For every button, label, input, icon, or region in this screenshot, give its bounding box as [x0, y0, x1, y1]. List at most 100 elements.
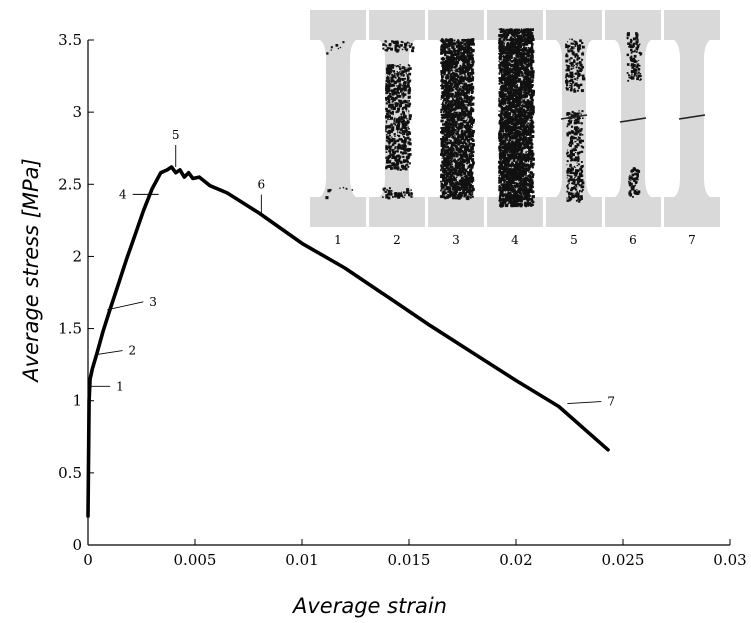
damage-speck	[441, 97, 443, 99]
damage-speck	[394, 96, 398, 100]
damage-speck	[397, 151, 399, 153]
damage-speck	[404, 94, 406, 96]
damage-speck	[463, 60, 466, 62]
damage-speck	[388, 87, 391, 90]
damage-speck	[391, 79, 395, 83]
damage-speck	[511, 188, 513, 190]
damage-speck	[450, 55, 453, 59]
damage-speck	[391, 108, 393, 110]
damage-speck	[457, 153, 459, 155]
damage-speck	[524, 158, 528, 162]
damage-speck	[445, 105, 447, 107]
damage-speck	[330, 46, 333, 49]
y-tick-label: 2	[72, 247, 82, 265]
damage-speck	[504, 88, 508, 92]
damage-speck	[468, 127, 472, 131]
damage-speck	[401, 92, 405, 96]
damage-speck	[469, 156, 473, 160]
damage-speck	[517, 93, 521, 96]
damage-speck	[390, 159, 392, 161]
damage-speck	[459, 186, 462, 190]
damage-speck	[390, 190, 393, 192]
damage-speck	[465, 141, 467, 143]
damage-speck	[462, 180, 464, 182]
damage-speck	[407, 165, 410, 168]
damage-speck	[443, 109, 446, 112]
damage-speck	[408, 72, 412, 76]
damage-speck	[528, 184, 532, 188]
damage-speck	[401, 66, 404, 69]
damage-speck	[503, 73, 507, 77]
damage-speck	[393, 151, 396, 154]
damage-speck	[392, 138, 396, 141]
damage-speck	[462, 95, 464, 97]
damage-speck	[398, 138, 401, 141]
damage-speck	[514, 118, 517, 121]
damage-speck	[329, 188, 332, 192]
damage-speck	[396, 139, 400, 143]
damage-speck	[510, 131, 514, 135]
damage-speck	[465, 119, 468, 122]
damage-speck	[467, 190, 469, 192]
damage-speck	[455, 83, 458, 86]
damage-speck	[499, 150, 502, 153]
damage-speck	[462, 61, 464, 63]
damage-speck	[450, 153, 452, 156]
damage-speck	[507, 126, 510, 130]
damage-speck	[396, 125, 400, 129]
damage-speck	[455, 173, 458, 176]
damage-speck	[468, 60, 471, 63]
damage-speck	[450, 191, 453, 194]
damage-speck	[513, 77, 517, 80]
damage-speck	[471, 134, 473, 136]
damage-speck	[451, 89, 454, 92]
damage-speck	[445, 176, 447, 178]
damage-speck	[403, 126, 405, 128]
damage-speck	[453, 131, 456, 134]
damage-speck	[468, 65, 470, 68]
damage-speck	[452, 135, 454, 137]
damage-speck	[465, 48, 469, 52]
damage-speck	[471, 143, 475, 147]
damage-speck	[460, 183, 464, 187]
damage-speck	[454, 148, 455, 150]
damage-speck	[389, 139, 391, 141]
damage-speck	[442, 59, 444, 62]
damage-speck	[517, 50, 521, 54]
damage-speck	[524, 118, 526, 120]
damage-speck	[399, 68, 402, 71]
damage-speck	[508, 74, 510, 76]
damage-speck	[459, 114, 462, 117]
damage-speck	[396, 94, 400, 98]
damage-speck	[403, 115, 407, 119]
damage-speck	[398, 116, 401, 120]
damage-speck	[452, 118, 456, 122]
damage-speck	[396, 90, 399, 94]
damage-speck	[511, 181, 513, 183]
damage-speck	[498, 148, 502, 152]
damage-speck	[393, 156, 396, 159]
damage-speck	[469, 136, 471, 138]
damage-speck	[466, 85, 469, 88]
damage-speck	[441, 64, 444, 68]
damage-speck	[509, 139, 511, 142]
damage-speck	[447, 80, 451, 84]
damage-speck	[472, 142, 474, 145]
damage-speck	[454, 132, 457, 135]
damage-speck	[397, 122, 401, 126]
damage-speck	[441, 173, 445, 177]
damage-speck	[523, 91, 526, 94]
damage-speck	[382, 196, 384, 198]
damage-speck	[505, 177, 509, 180]
damage-speck	[444, 183, 447, 186]
damage-speck	[400, 127, 403, 131]
damage-speck	[408, 114, 412, 118]
damage-speck	[450, 55, 453, 57]
damage-speck	[515, 38, 517, 40]
damage-speck	[442, 155, 445, 158]
damage-speck	[453, 161, 456, 163]
damage-speck	[467, 179, 470, 182]
damage-speck	[508, 72, 510, 74]
damage-speck	[498, 119, 502, 122]
damage-speck	[457, 79, 460, 83]
